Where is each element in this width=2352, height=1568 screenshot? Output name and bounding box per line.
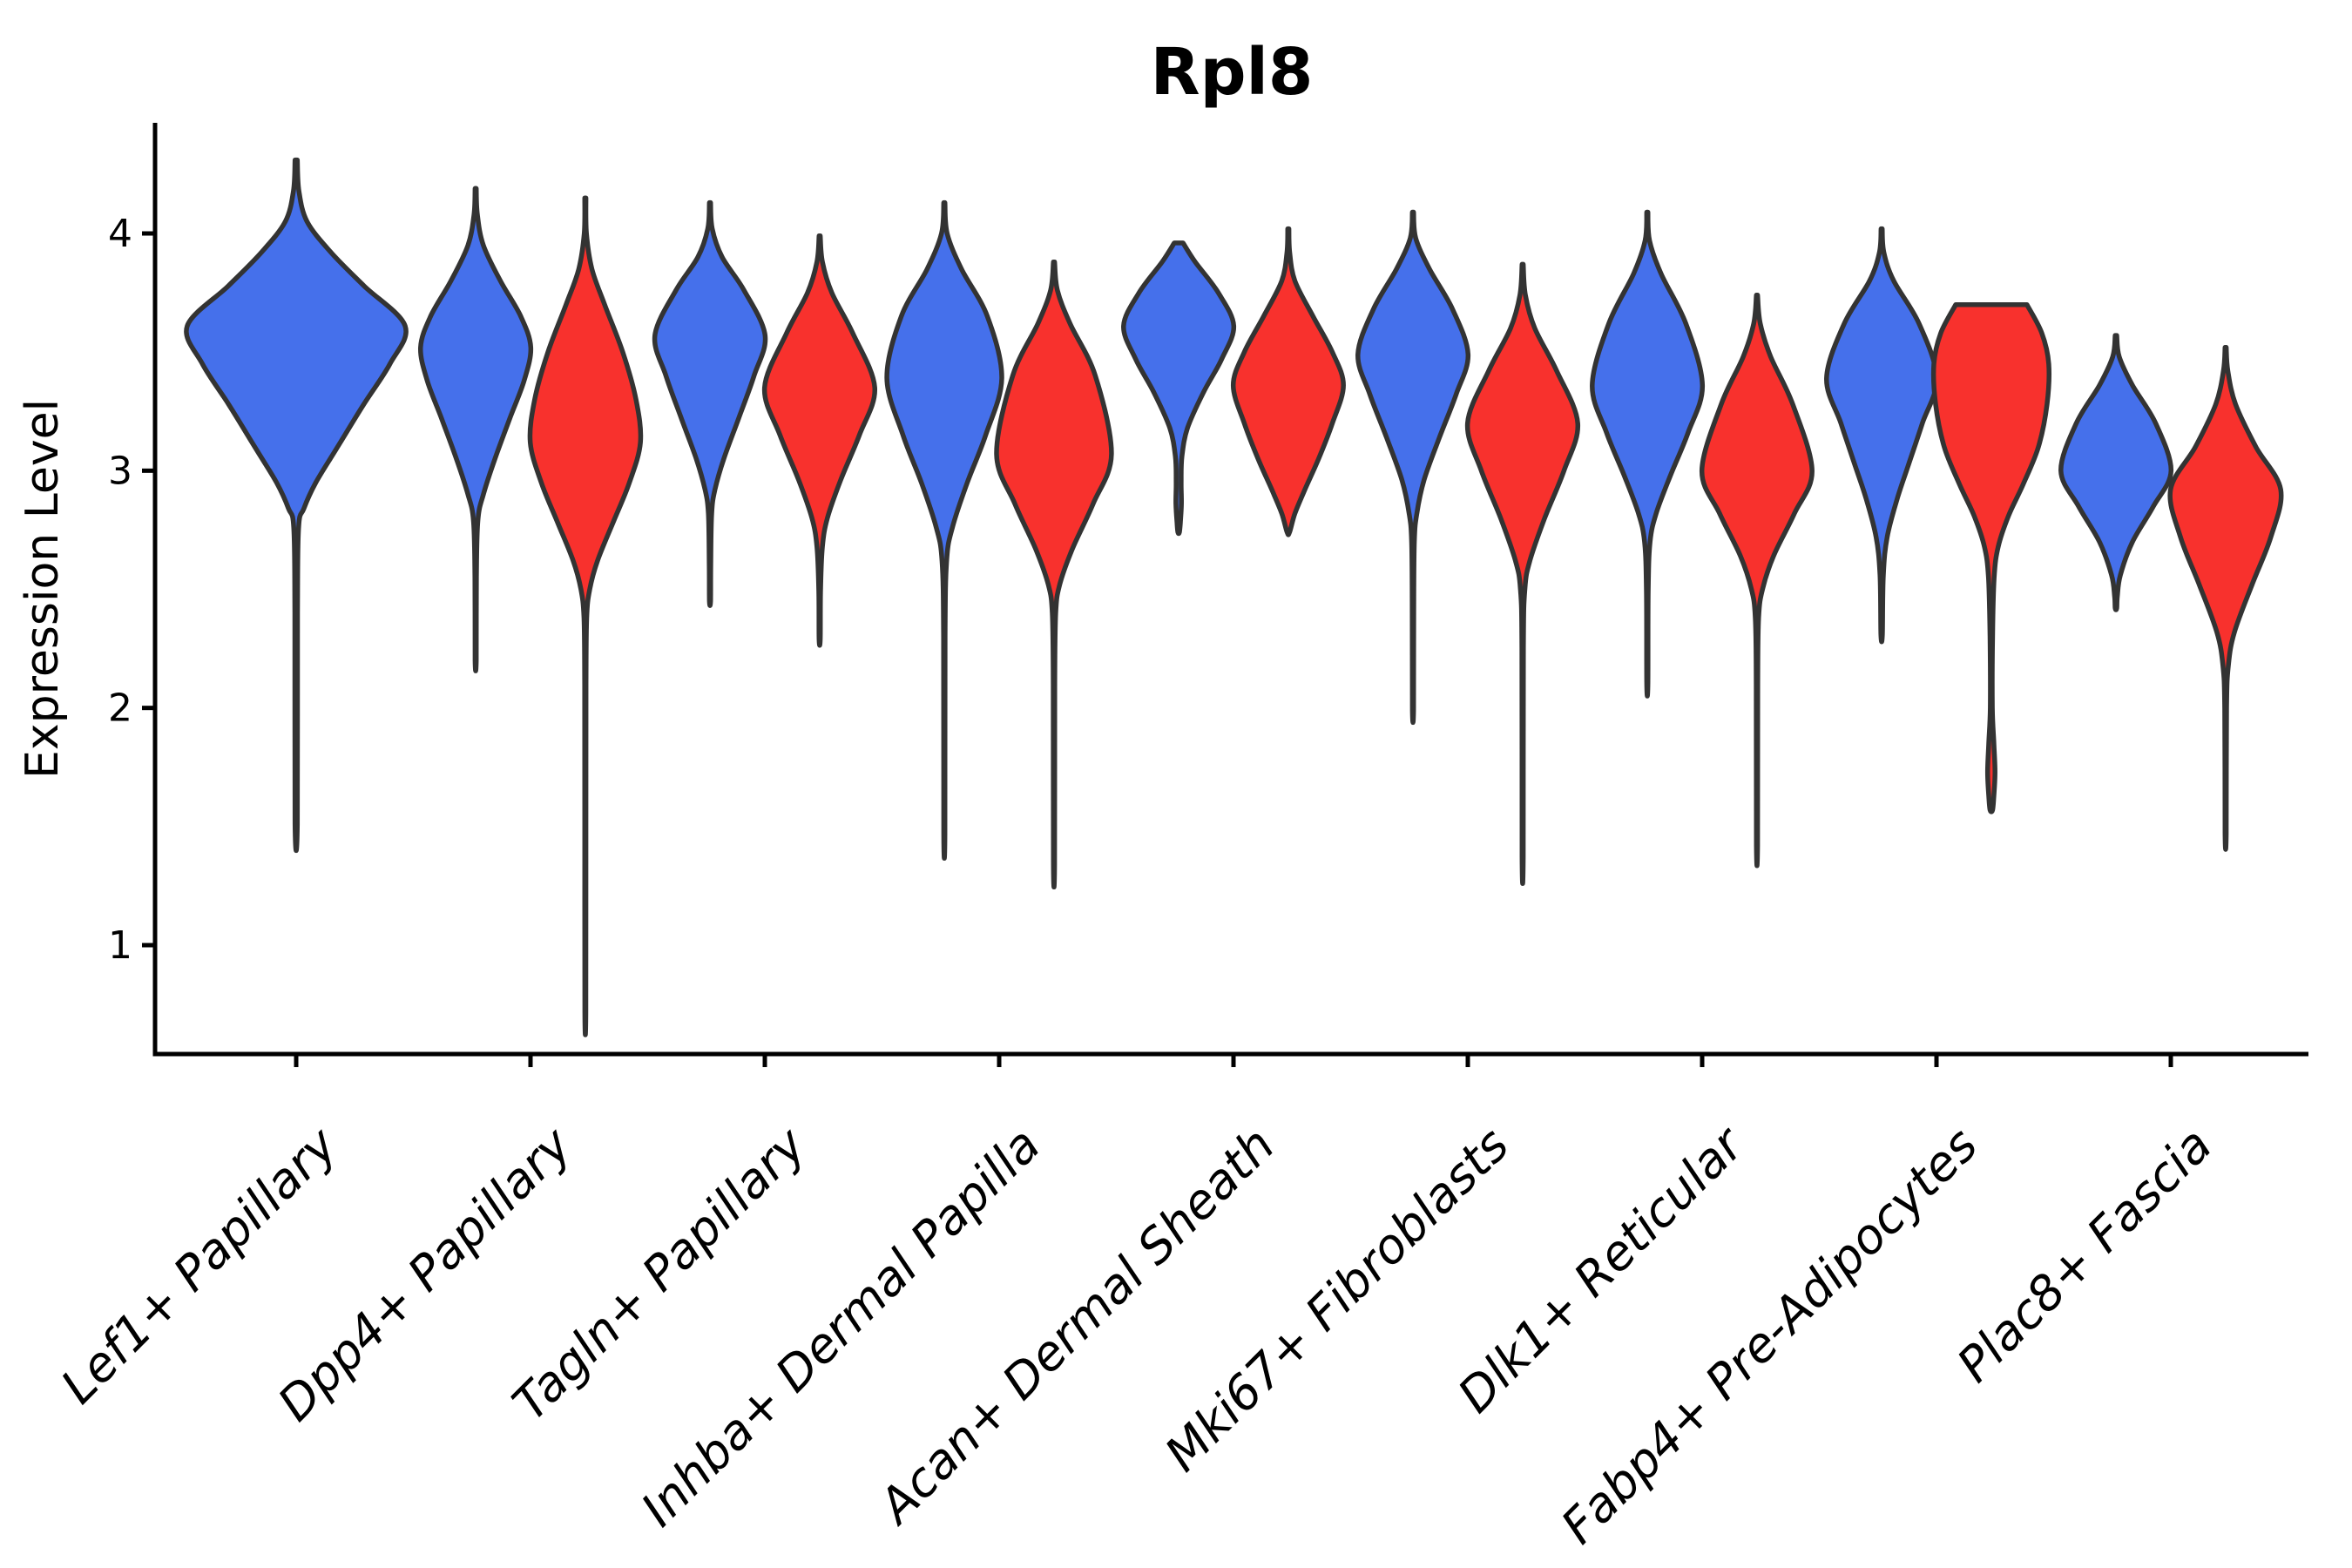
y-tick-label: 4	[108, 212, 132, 256]
violins-layer	[184, 157, 2284, 1037]
violin-blue-inhba-dermal-papilla	[884, 199, 1004, 861]
violin-red-acan-dermal-sheath	[1230, 226, 1346, 537]
violin-red-dpp4-papillary	[527, 195, 644, 1037]
y-tick-label: 1	[108, 923, 132, 968]
violin-red-mki67-fibroblasts	[1464, 261, 1580, 886]
violin-red-inhba-dermal-papilla	[994, 259, 1114, 889]
violin-red-plac8-fascia	[2167, 344, 2284, 852]
violin-red-tagln-papillary	[761, 233, 877, 648]
chart-title: Rpl8	[1151, 35, 1314, 110]
y-axis-label: Expression Level	[17, 399, 69, 779]
y-tick-label: 3	[108, 449, 132, 493]
violin-blue-acan-dermal-sheath	[1121, 240, 1237, 537]
violin-blue-dlk1-reticular	[1590, 209, 1706, 699]
violin-blue-mki67-fibroblasts	[1355, 209, 1471, 726]
violin-red-dlk1-reticular	[1699, 293, 1815, 868]
violin-blue-plac8-fascia	[2058, 333, 2174, 612]
violin-blue-dpp4-papillary	[418, 186, 534, 673]
violin-blue-fabp4-pre-adipocytes	[1824, 226, 1940, 645]
y-tick-label: 2	[108, 686, 132, 731]
violin-red-fabp4-pre-adipocytes	[1930, 301, 2051, 814]
violin-blue-lef1-papillary	[184, 157, 409, 854]
violin-blue-tagln-papillary	[652, 199, 768, 608]
